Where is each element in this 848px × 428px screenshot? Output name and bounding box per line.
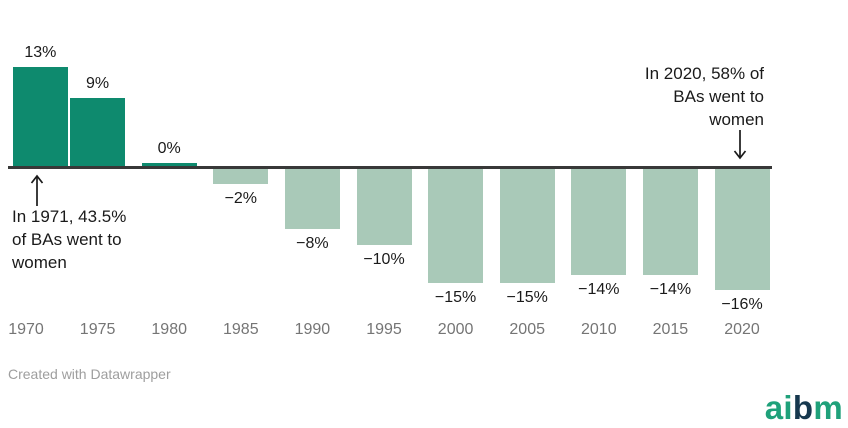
bar-1995[interactable] [356,168,412,245]
bar-1985[interactable] [213,168,269,184]
bar-value-label: −14% [649,280,692,298]
x-tick-label: 1980 [151,321,187,338]
bar-2000[interactable] [428,168,484,283]
logo-letters-ai: ai [764,389,793,426]
annotation-1971: In 1971, 43.5% of BAs went to women [12,207,127,272]
logo-letter-b: b [792,389,814,426]
aibm-logo[interactable]: aibm [765,391,843,424]
bar-value-label: −15% [506,288,548,306]
bar-1975[interactable] [70,97,126,166]
bar-1971[interactable] [12,67,68,166]
bar-value-label: −8% [296,235,329,253]
bar-2010[interactable] [571,168,627,275]
bar-value-label: 13% [24,44,57,62]
x-tick-label: 2000 [437,321,474,338]
bar-value-label: −10% [363,250,405,268]
bar-value-label: −14% [578,280,620,298]
bar-2005[interactable] [499,168,555,283]
annotation-2020: In 2020, 58% of BAs went to women [644,64,764,129]
logo-letter-m: m [813,389,843,426]
x-tick-label: 1970 [8,321,44,338]
bar-2015[interactable] [642,168,698,275]
bar-value-label: 9% [86,74,110,92]
datawrapper-credit-link[interactable]: Created with Datawrapper [8,366,171,382]
x-tick-label: 2020 [724,321,760,338]
up-arrow-icon [30,174,44,206]
bar-value-label: −16% [721,296,763,314]
x-tick-label: 1985 [223,321,259,338]
bar-value-label: −2% [224,189,258,207]
bar-value-label: 0% [157,140,181,157]
x-tick-label: 2015 [652,321,689,338]
x-tick-label: 1990 [294,321,331,338]
bar-value-label: −15% [434,288,477,306]
x-tick-label: 2005 [509,321,545,338]
x-tick-label: 1995 [366,321,402,338]
x-axis-baseline [8,166,772,169]
bar-1990[interactable] [284,168,340,230]
bar-2020[interactable] [714,168,770,291]
down-arrow-icon [733,130,747,160]
x-tick-label: 2010 [581,321,617,338]
bar-1980[interactable] [141,163,197,166]
x-tick-label: 1975 [79,321,116,338]
